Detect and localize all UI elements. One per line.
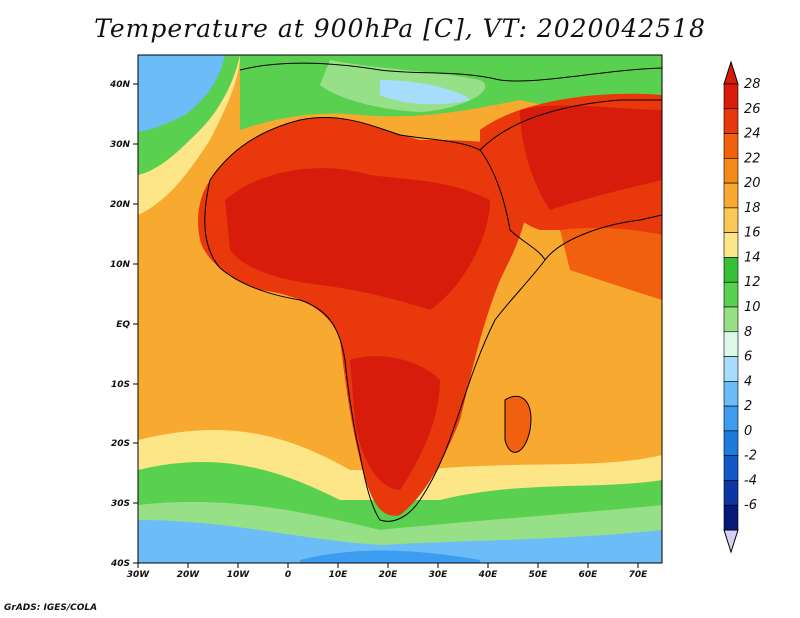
lon-label: 70E [629,570,649,580]
colorbar-swatch [723,455,739,481]
lat-label: 40S [110,559,130,569]
latitude-labels: 40N 30N 20N 10N EQ 10S 20S 30S 40S [109,80,131,569]
lon-label: 60E [579,570,599,580]
colorbar-label: 10 [744,300,761,315]
lon-label: 20E [379,570,399,580]
colorbar-swatch [723,207,739,233]
colorbar-label: 0 [744,424,752,439]
longitude-labels: 30W 20W 10W 0 10E 20E 30E 40E 50E 60E 70… [127,570,648,580]
colorbar-label: 28 [744,77,761,92]
colorbar-label: 6 [744,350,752,365]
colorbar-label: 20 [744,176,761,191]
lon-label: 0 [285,570,291,580]
colorbar-swatch [723,381,739,407]
plot-frame [137,54,663,564]
lon-label: 50E [529,570,549,580]
colorbar-bottom-arrow [723,529,739,554]
colorbar-label: 8 [744,325,752,340]
colorbar-label: 12 [744,275,761,290]
lon-label: 30E [429,570,449,580]
lon-label: 40E [478,570,499,580]
lat-label: EQ [116,320,130,330]
colorbar-label: -6 [744,498,757,513]
colorbar-label: 18 [744,201,761,216]
colorbar-label: -4 [744,473,757,488]
credit-text: GrADS: IGES/COLA [4,603,98,613]
colorbar-swatch [723,182,739,209]
colorbar-top-arrow [723,60,739,85]
colorbar-swatch [723,504,739,531]
lat-label: 40N [109,80,131,90]
colorbar-swatch [723,83,739,110]
colorbar-swatch [723,306,739,333]
colorbar-swatch [723,108,739,134]
lon-label: 20W [177,570,201,580]
coastlines [204,62,662,522]
colorbar-label: 26 [744,102,761,117]
lat-label: 10N [110,260,131,270]
temperature-field [138,55,662,563]
colorbar-label: 14 [744,250,761,265]
colorbar-swatch [723,430,739,456]
lon-label: 10W [227,570,251,580]
colorbar-swatch [723,232,739,258]
colorbar-swatch [723,405,739,432]
lat-label: 20S [111,439,130,449]
colorbar-swatch [723,480,739,506]
lat-label: 30S [111,499,130,509]
colorbar-swatch [723,356,739,382]
lon-label: 10E [329,570,349,580]
colorbar-label: 22 [744,151,761,166]
lat-label: 10S [111,380,130,390]
map-title: Temperature at 900hPa [C], VT: 202004251… [94,14,706,43]
lat-label: 30N [110,140,131,150]
colorbar-label: 16 [744,226,761,241]
colorbar-swatch [723,158,739,184]
colorbar-swatch [723,133,739,159]
colorbar-swatch [723,281,739,308]
colorbar-label: 24 [744,127,761,142]
colorbar-label: -2 [744,449,757,464]
colorbar-swatch [723,331,739,357]
lat-label: 20N [110,200,131,210]
colorbar-label: 4 [744,374,752,389]
colorbar-label: 2 [744,399,752,414]
colorbar-swatch [723,257,739,283]
lon-label: 30W [127,570,151,580]
